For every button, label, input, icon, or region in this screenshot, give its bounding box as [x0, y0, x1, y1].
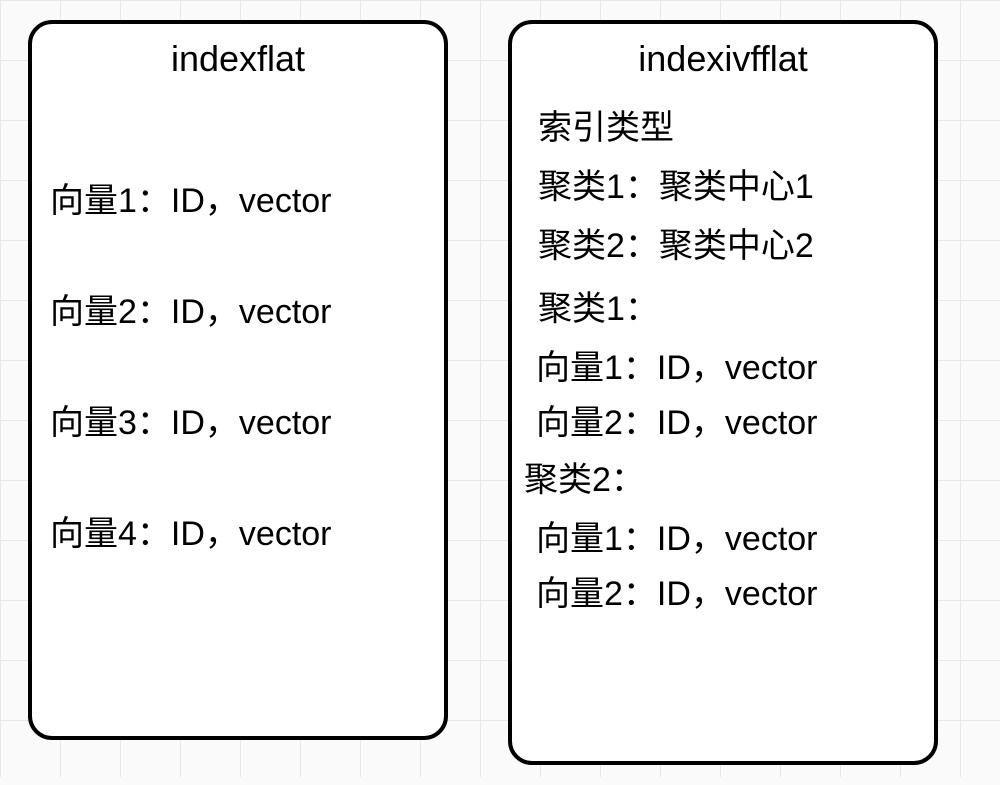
indexflat-line: 向量1：ID，vector: [50, 173, 426, 222]
cluster2-line: 向量2：ID，vector: [536, 566, 916, 615]
cluster1-header: 聚类1：: [538, 281, 916, 330]
indexflat-box: indexflat 向量1：ID，vector 向量2：ID，vector 向量…: [28, 20, 448, 740]
indexflat-content: 向量1：ID，vector 向量2：ID，vector 向量3：ID，vecto…: [50, 173, 426, 555]
diagram-container: indexflat 向量1：ID，vector 向量2：ID，vector 向量…: [0, 0, 1000, 785]
indexflat-line: 向量3：ID，vector: [50, 395, 426, 444]
cluster-definition: 聚类2：聚类中心2: [538, 218, 916, 267]
cluster2-line: 向量1：ID，vector: [536, 511, 916, 560]
indexflat-line: 向量4：ID，vector: [50, 506, 426, 555]
cluster2-header: 聚类2：: [524, 452, 916, 501]
indexflat-title: indexflat: [50, 38, 426, 80]
indexivfflat-title: indexivfflat: [530, 38, 916, 80]
cluster1-line: 向量2：ID，vector: [536, 395, 916, 444]
index-type-label: 索引类型: [538, 100, 916, 149]
indexivfflat-content: 索引类型 聚类1：聚类中心1 聚类2：聚类中心2 聚类1： 向量1：ID，vec…: [530, 100, 916, 615]
cluster1-line: 向量1：ID，vector: [536, 340, 916, 389]
indexivfflat-box: indexivfflat 索引类型 聚类1：聚类中心1 聚类2：聚类中心2 聚类…: [508, 20, 938, 765]
indexflat-line: 向量2：ID，vector: [50, 284, 426, 333]
cluster-definition: 聚类1：聚类中心1: [538, 159, 916, 208]
